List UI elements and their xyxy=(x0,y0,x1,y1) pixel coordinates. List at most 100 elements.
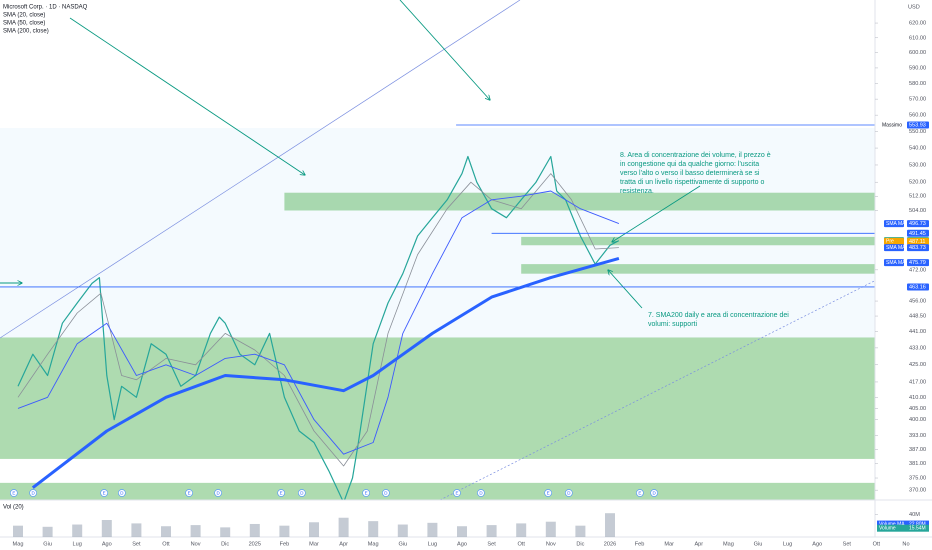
volume-bar xyxy=(486,525,497,537)
price-tag-box xyxy=(884,259,904,267)
volume-bar xyxy=(309,522,319,537)
x-tick-label: Lug xyxy=(783,541,792,547)
y-tick-label: 504.00 xyxy=(909,208,926,214)
indicator-line xyxy=(31,256,620,489)
x-tick-label: Nov xyxy=(191,541,201,547)
y-tick-label: 560.00 xyxy=(909,113,926,119)
x-tick-label: Nov xyxy=(546,541,556,547)
x-tick-label: Set xyxy=(487,541,496,547)
event-label: E xyxy=(280,491,283,496)
event-label: D xyxy=(652,491,656,496)
y-tick-label: 600.00 xyxy=(909,50,926,56)
price-tag-name: SMA MA xyxy=(886,260,906,266)
x-tick-label: Feb xyxy=(280,541,290,547)
volume-zone xyxy=(521,236,875,246)
event-label: D xyxy=(384,491,388,496)
x-tick-label: Dic xyxy=(576,541,584,547)
x-tick-label: Feb xyxy=(635,541,645,547)
x-tick-label: 2025 xyxy=(249,541,261,547)
volume-zone xyxy=(0,337,875,459)
y-tick-label: 590.00 xyxy=(909,65,926,71)
indicator-line xyxy=(17,173,619,467)
x-tick-label: Lug xyxy=(428,541,437,547)
volume-bar xyxy=(427,522,438,537)
price-tag xyxy=(907,283,929,291)
price-tag-label: 463.16 xyxy=(909,284,926,290)
volume-bar xyxy=(545,521,556,537)
legend-entry: SMA (50, close) xyxy=(3,21,45,27)
price-tag-name: SMA MA xyxy=(886,221,906,227)
y-tick-label: 610.00 xyxy=(909,35,926,41)
x-tick-label: Dic xyxy=(221,541,229,547)
trend-line xyxy=(0,0,521,339)
volume-bar xyxy=(161,526,171,537)
event-marker xyxy=(214,489,222,497)
event-label: E xyxy=(12,491,15,496)
legend-entry: SMA (200, close) xyxy=(3,29,49,35)
event-marker xyxy=(29,489,37,497)
volume-tag-label: 15.54M xyxy=(909,526,926,532)
volume-zone xyxy=(284,192,875,211)
price-tag-label: 487.11 xyxy=(909,239,925,245)
event-marker xyxy=(362,489,370,497)
chart-title: Microsoft Corp. · 1D · NASDAQ xyxy=(3,5,88,11)
y-tick-label: 433.00 xyxy=(909,345,926,351)
y-tick-label: 425.00 xyxy=(909,362,926,368)
price-tag-label: 475.79 xyxy=(909,260,926,266)
x-tick-label: Giu xyxy=(43,541,52,547)
x-tick-label: Ago xyxy=(812,541,822,547)
x-tick-label: No xyxy=(902,541,909,547)
price-tag xyxy=(907,229,929,237)
y-tick-label: 400.00 xyxy=(909,417,926,423)
arrow xyxy=(69,17,305,175)
price-tag xyxy=(907,244,929,252)
annotation-line: tratta di un livello rispettivamente di … xyxy=(620,179,764,186)
event-marker xyxy=(100,489,108,497)
legend-entry: SMA (20, close) xyxy=(3,13,45,19)
currency: USD xyxy=(908,4,920,10)
y-tick-label: 456.00 xyxy=(909,299,926,305)
x-tick-label: Ott xyxy=(162,541,170,547)
price-tag xyxy=(907,237,929,245)
y-tick-label: 405.00 xyxy=(909,406,926,412)
price-tag-name: Massimo xyxy=(882,122,902,128)
x-tick-label: Ago xyxy=(102,541,112,547)
x-tick-label: Mag xyxy=(13,541,24,547)
event-marker xyxy=(453,489,461,497)
volume-bar xyxy=(279,525,290,537)
volume-tag-label: 22.80M xyxy=(909,521,926,527)
annotation-line: 8. Area di concentrazione dei volume, il… xyxy=(620,152,771,159)
price-tag-label: 483.73 xyxy=(909,245,926,251)
event-marker xyxy=(185,489,193,497)
y-tick-label: 410.00 xyxy=(909,395,926,401)
x-tick-label: Apr xyxy=(694,541,703,547)
event-label: D xyxy=(567,491,571,496)
volume-bar xyxy=(72,524,83,537)
event-marker xyxy=(10,489,18,497)
event-marker xyxy=(650,489,658,497)
price-tag-label: 491.45 xyxy=(909,231,926,237)
y-tick-label: 370.00 xyxy=(909,488,926,494)
indicator-line xyxy=(17,190,620,455)
event-marker xyxy=(544,489,552,497)
x-tick-label: Set xyxy=(132,541,141,547)
event-marker xyxy=(382,489,390,497)
volume-bar xyxy=(605,513,615,537)
annotation-line: volumi: supporti xyxy=(648,321,697,328)
annotation-line: verso l'alto o verso il basso determiner… xyxy=(620,170,760,177)
event-label: D xyxy=(479,491,483,496)
price-tag-name: SMA MA xyxy=(886,245,906,251)
volume-bar xyxy=(220,527,231,537)
volume-bar xyxy=(190,525,201,537)
volume-tag-name: Volume xyxy=(879,526,896,532)
volume-bar xyxy=(575,525,586,537)
x-tick-label: Apr xyxy=(339,541,348,547)
event-label: E xyxy=(547,491,550,496)
volume-zone xyxy=(0,482,875,500)
y-tick-label: 620.00 xyxy=(909,21,926,27)
y-tick-label: 387.00 xyxy=(909,447,926,453)
y-tick-label: 512.00 xyxy=(909,194,926,200)
event-label: E xyxy=(638,491,641,496)
